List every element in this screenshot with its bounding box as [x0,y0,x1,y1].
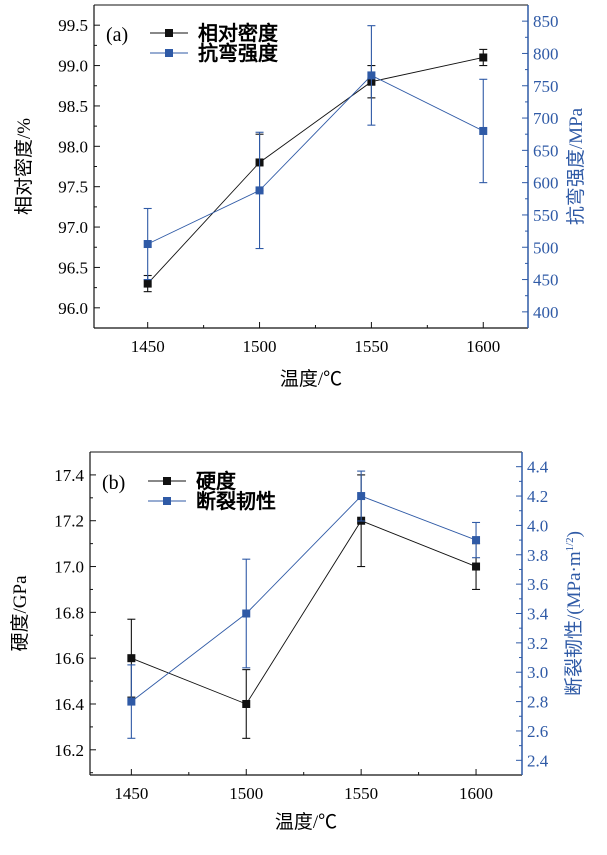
panel-label: (a) [106,24,128,46]
y-left-tick-label: 96.5 [58,258,88,277]
x-axis-label: 温度/℃ [280,368,342,390]
data-point [472,536,481,545]
y-right-tick-label: 650 [533,141,559,160]
x-tick-label: 1450 [131,337,165,356]
y-left-tick-label: 98.5 [58,97,88,116]
legend-label: 断裂韧性 [196,489,276,513]
y-left-axis-label: 硬度/GPa [9,575,31,652]
panel-label: (b) [102,472,125,494]
y-right-tick-label: 3.4 [527,605,549,624]
y-right-tick-label: 4.2 [527,487,548,506]
y-right-tick-label: 2.8 [527,693,548,712]
y-right-axis-label: 抗弯强度/MPa [565,107,587,225]
y-right-tick-label: 450 [533,271,559,290]
legend-marker [165,29,173,37]
data-point [479,53,488,62]
y-right-tick-label: 2.6 [527,722,548,741]
y-left-tick-label: 98.0 [58,137,88,156]
y-right-tick-label: 850 [533,12,559,31]
y-right-axis-label: 断裂韧性/(MPa·m1/2) [563,531,585,696]
chart-panel-b: 1450 1500 1550 1600 16.2 16.4 16.6 16.8 17.0 17.2… [9,451,585,833]
y-right-tick-label: 4.4 [527,458,549,477]
y-right-tick-label: 3.6 [527,575,548,594]
y-right-axis-label-main: 断裂韧性/(MPa·m [563,551,585,696]
data-point [479,126,488,135]
y-left-tick-label: 16.6 [54,649,84,668]
legend-marker [163,497,171,505]
x-tick-label: 1600 [466,337,500,356]
legend-label: 相对密度 [198,21,279,45]
y-left-tick-label: 16.8 [54,603,84,622]
y-left-tick-label: 99.5 [58,16,88,35]
y-right-axis-label-main: 抗弯强度/MPa [565,107,587,225]
data-point [143,279,152,288]
y-left-tick-label: 17.0 [54,558,84,577]
series-line [131,520,477,705]
y-right-tick-label: 3.2 [527,634,548,653]
series-line [131,495,477,702]
series-line [147,57,484,284]
series-left [127,474,481,739]
y-right-axis-label-end: ) [564,531,585,537]
x-tick-label: 1550 [354,337,388,356]
y-left-tick-label: 17.4 [54,466,84,485]
y-right-tick-label: 800 [533,44,559,63]
data-point [127,697,136,706]
y-left-tick-label: 97.0 [58,218,88,237]
x-tick-label: 1550 [344,784,378,803]
x-axis-label: 温度/℃ [275,811,337,833]
y-left-tick-label: 16.4 [54,695,84,714]
x-tick-label: 1500 [229,784,263,803]
data-point [242,609,251,618]
y-right-tick-label: 4.0 [527,516,548,535]
data-point [367,71,376,80]
y-right-tick-label: 700 [533,109,559,128]
x-tick-label: 1450 [114,784,148,803]
y-right-tick-label: 2.4 [527,751,549,770]
y-right-axis-label-sup: 1/2 [564,537,576,551]
legend-marker [165,49,173,57]
data-point [127,654,136,663]
data-point [357,492,366,501]
y-right-tick-label: 500 [533,238,559,257]
series-right [143,25,488,281]
y-right-tick-label: 750 [533,77,559,96]
y-left-tick-label: 99.0 [58,57,88,76]
y-right-tick-label: 3.8 [527,546,548,565]
legend-label: 抗弯强度 [198,41,279,65]
x-tick-label: 1600 [459,784,493,803]
data-point [255,186,264,195]
y-left-tick-label: 16.2 [54,741,84,760]
y-left-tick-label: 97.5 [58,178,88,197]
y-left-tick-label: 17.2 [54,512,84,531]
data-point [242,699,251,708]
x-tick-label: 1500 [243,337,277,356]
data-point [143,240,152,249]
y-left-axis-label: 相对密度/% [13,118,35,215]
series-right [127,470,481,739]
chart-panel-a: 1450 1500 1550 1600 96.0 96.5 97.0 97.5 98.0 98.5… [13,4,587,390]
y-right-tick-label: 3.0 [527,663,548,682]
y-right-tick-label: 400 [533,303,559,322]
data-point [472,562,481,571]
y-right-tick-label: 550 [533,206,559,225]
legend-marker [163,477,171,485]
y-left-tick-label: 96.0 [58,299,88,318]
series-left [143,48,488,293]
legend-label: 硬度 [196,469,237,493]
y-right-tick-label: 600 [533,174,559,193]
series-line [147,74,484,245]
